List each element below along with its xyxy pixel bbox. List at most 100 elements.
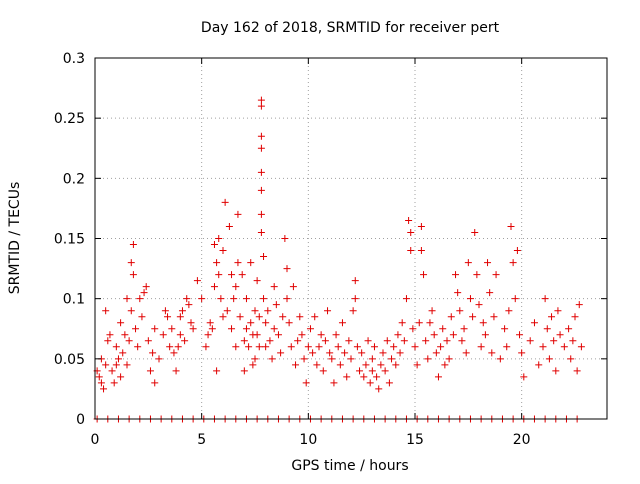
y-tick-label: 0.05 xyxy=(54,352,85,368)
data-point xyxy=(249,361,257,369)
data-point xyxy=(379,349,387,357)
x-tick-label: 15 xyxy=(406,432,424,448)
data-point xyxy=(183,295,191,303)
data-point xyxy=(202,343,210,351)
data-point xyxy=(306,325,314,333)
data-point xyxy=(351,277,359,285)
data-point xyxy=(345,337,353,345)
data-point xyxy=(415,319,423,327)
data-point xyxy=(270,283,278,291)
data-point xyxy=(368,367,376,375)
data-point xyxy=(102,307,110,315)
data-point xyxy=(565,325,573,333)
data-point xyxy=(232,283,240,291)
data-point xyxy=(479,319,487,327)
data-point xyxy=(247,259,255,267)
data-point xyxy=(466,295,474,303)
data-point xyxy=(219,313,227,321)
data-point xyxy=(223,307,231,315)
data-point xyxy=(142,283,150,291)
data-point xyxy=(215,271,223,279)
data-point xyxy=(294,337,302,345)
x-tick-label: 0 xyxy=(91,432,100,448)
data-point xyxy=(481,331,489,339)
data-point xyxy=(298,331,306,339)
data-point xyxy=(398,319,406,327)
data-point xyxy=(159,331,167,339)
data-point xyxy=(106,331,114,339)
data-point xyxy=(458,337,466,345)
data-point xyxy=(309,349,317,357)
chart-title: Day 162 of 2018, SRMTID for receiver per… xyxy=(201,20,500,36)
data-point xyxy=(136,295,144,303)
data-point xyxy=(264,307,272,315)
data-point xyxy=(560,343,568,351)
data-point xyxy=(238,271,246,279)
data-point xyxy=(123,361,131,369)
data-point xyxy=(321,337,329,345)
data-point xyxy=(362,361,370,369)
data-point xyxy=(257,144,265,152)
data-point xyxy=(292,361,300,369)
data-point xyxy=(405,216,413,224)
y-tick-label: 0.25 xyxy=(54,111,85,127)
data-point xyxy=(289,283,297,291)
data-point xyxy=(176,331,184,339)
data-point xyxy=(567,355,575,363)
data-point xyxy=(349,307,357,315)
data-point xyxy=(132,325,140,333)
data-point xyxy=(95,373,103,381)
y-tick-label: 0.2 xyxy=(63,171,85,187)
data-point xyxy=(392,361,400,369)
data-point xyxy=(356,367,364,375)
data-point xyxy=(388,355,396,363)
data-point xyxy=(170,349,178,357)
data-point xyxy=(257,96,265,104)
data-point xyxy=(127,259,135,267)
data-point xyxy=(471,228,479,236)
data-point xyxy=(424,355,432,363)
x-tick-label: 5 xyxy=(197,432,206,448)
data-point xyxy=(550,337,558,345)
data-point xyxy=(469,313,477,321)
data-point xyxy=(556,331,564,339)
data-point xyxy=(432,349,440,357)
data-point xyxy=(569,337,577,345)
data-point xyxy=(573,367,581,375)
data-point xyxy=(422,337,430,345)
data-point xyxy=(394,331,402,339)
data-point xyxy=(285,319,293,327)
data-point xyxy=(112,361,120,369)
data-point xyxy=(138,313,146,321)
data-point xyxy=(213,259,221,267)
data-point xyxy=(411,343,419,351)
data-point xyxy=(505,307,513,315)
data-point xyxy=(509,259,517,267)
data-point xyxy=(178,307,186,315)
y-tick-label: 0 xyxy=(76,412,85,428)
data-point xyxy=(328,355,336,363)
data-point xyxy=(452,271,460,279)
data-point xyxy=(240,337,248,345)
data-point xyxy=(266,337,274,345)
data-point xyxy=(464,259,472,267)
data-point xyxy=(100,385,108,393)
data-point xyxy=(272,301,280,309)
data-point xyxy=(375,385,383,393)
data-point xyxy=(311,313,319,321)
data-point xyxy=(161,307,169,315)
data-point xyxy=(228,325,236,333)
data-point xyxy=(430,331,438,339)
data-point xyxy=(445,355,453,363)
data-point xyxy=(488,349,496,357)
data-point xyxy=(437,343,445,351)
data-point xyxy=(121,331,129,339)
data-point xyxy=(255,343,263,351)
data-point xyxy=(413,361,421,369)
data-point xyxy=(449,331,457,339)
data-point xyxy=(151,325,159,333)
data-point xyxy=(300,355,308,363)
data-point xyxy=(496,355,504,363)
data-point xyxy=(117,319,125,327)
